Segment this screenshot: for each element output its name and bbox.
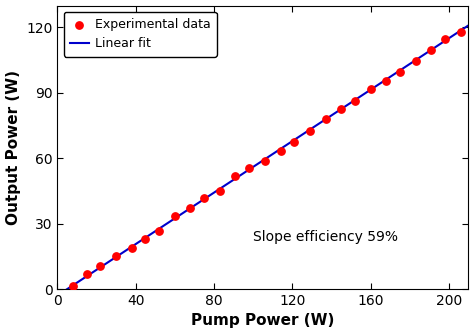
Experimental data	[291, 139, 298, 144]
Experimental data	[201, 195, 208, 201]
Experimental data	[155, 228, 163, 234]
Experimental data	[441, 37, 449, 42]
Experimental data	[216, 189, 224, 194]
Experimental data	[396, 69, 404, 74]
Y-axis label: Output Power (W): Output Power (W)	[6, 70, 20, 225]
Experimental data	[306, 128, 314, 133]
Experimental data	[83, 271, 91, 277]
Experimental data	[97, 264, 104, 269]
Experimental data	[128, 246, 136, 251]
Linear fit	[392, 72, 397, 76]
Experimental data	[412, 58, 419, 63]
Linear fit	[465, 23, 471, 27]
Experimental data	[457, 29, 465, 35]
Experimental data	[232, 173, 239, 179]
Linear fit	[277, 147, 283, 151]
Legend: Experimental data, Linear fit: Experimental data, Linear fit	[64, 12, 217, 56]
Experimental data	[277, 148, 284, 153]
Experimental data	[246, 165, 253, 170]
Experimental data	[142, 237, 149, 242]
Linear fit	[252, 164, 258, 168]
Linear fit	[299, 133, 305, 137]
Experimental data	[322, 117, 329, 122]
Text: Slope efficiency 59%: Slope efficiency 59%	[253, 230, 398, 244]
Experimental data	[69, 283, 77, 289]
Linear fit	[456, 30, 461, 34]
Line: Linear fit: Linear fit	[57, 25, 468, 296]
Experimental data	[171, 214, 179, 219]
Experimental data	[383, 78, 390, 84]
Experimental data	[367, 87, 374, 92]
Experimental data	[337, 107, 345, 112]
Linear fit	[55, 294, 60, 298]
Experimental data	[351, 99, 359, 104]
Linear fit	[250, 165, 255, 169]
Experimental data	[112, 254, 120, 259]
Experimental data	[187, 205, 194, 210]
X-axis label: Pump Power (W): Pump Power (W)	[191, 313, 335, 328]
Experimental data	[428, 47, 435, 53]
Experimental data	[261, 158, 269, 163]
